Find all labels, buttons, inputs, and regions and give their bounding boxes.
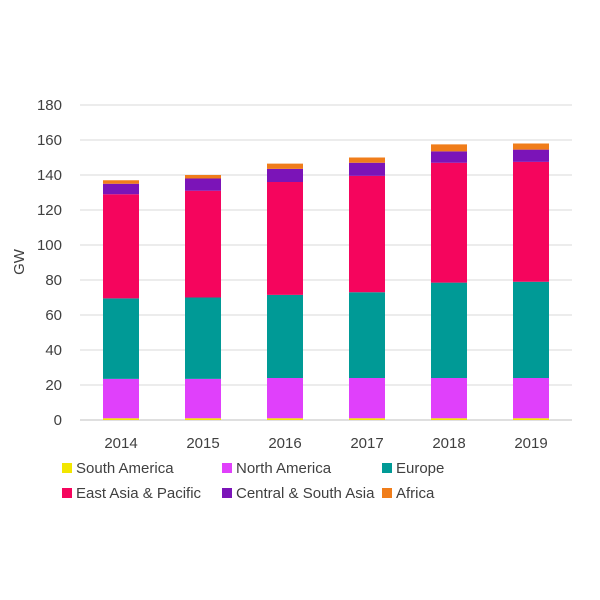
bar-segment-2017-north-america <box>349 378 385 419</box>
y-tick-label: 40 <box>45 342 62 359</box>
x-axis: 2014 2015 2016 2017 2018 2019 <box>104 435 547 452</box>
legend-label: South America <box>76 460 174 477</box>
y-axis-title: GW <box>11 248 28 275</box>
legend-label: Europe <box>396 460 444 477</box>
bar-segment-2017-central-south-asia <box>349 162 385 176</box>
legend-swatch <box>382 488 392 498</box>
x-tick-label: 2018 <box>432 435 465 452</box>
y-tick-label: 20 <box>45 377 62 394</box>
y-tick-label: 180 <box>37 97 62 114</box>
legend-item-south-america: South America <box>62 460 174 477</box>
bar-segment-2016-central-south-asia <box>267 168 303 182</box>
bar-segment-2018-north-america <box>431 378 467 419</box>
bar-segment-2018-europe <box>431 282 467 378</box>
bar-segment-2014-east-asia-pacific <box>103 194 139 299</box>
legend-item-east-asia-pacific: East Asia & Pacific <box>62 485 202 502</box>
y-tick-label: 160 <box>37 132 62 149</box>
bar-segment-2019-central-south-asia <box>513 149 549 162</box>
x-tick-label: 2017 <box>350 435 383 452</box>
bar-segment-2015-europe <box>185 297 221 379</box>
legend-swatch <box>222 463 232 473</box>
bar-segment-2018-central-south-asia <box>431 151 467 163</box>
bar-segment-2019-east-asia-pacific <box>513 161 549 282</box>
legend-item-central-south-asia: Central & South Asia <box>222 485 375 502</box>
bar-segment-2016-europe <box>267 294 303 378</box>
x-tick-label: 2014 <box>104 435 137 452</box>
bar-segment-2016-north-america <box>267 378 303 419</box>
bar-segment-2014-central-south-asia <box>103 183 139 195</box>
legend-item-europe: Europe <box>382 460 444 477</box>
y-tick-label: 60 <box>45 307 62 324</box>
y-axis: GW 0 20 40 60 80 100 120 140 160 180 <box>11 97 62 429</box>
legend-label: East Asia & Pacific <box>76 485 202 502</box>
bar-segment-2017-europe <box>349 292 385 378</box>
bar-segment-2014-south-america <box>103 418 139 420</box>
legend-swatch <box>62 463 72 473</box>
bar-segment-2018-africa <box>431 144 467 152</box>
bar-segment-2014-north-america <box>103 378 139 419</box>
bar-segment-2015-africa <box>185 175 221 179</box>
y-tick-label: 120 <box>37 202 62 219</box>
bar-segment-2016-east-asia-pacific <box>267 182 303 295</box>
bar-segment-2018-east-asia-pacific <box>431 162 467 283</box>
y-tick-label: 80 <box>45 272 62 289</box>
bar-segment-2015-south-america <box>185 418 221 420</box>
bars <box>103 143 549 420</box>
legend-swatch <box>62 488 72 498</box>
bar-segment-2015-north-america <box>185 378 221 419</box>
x-tick-label: 2019 <box>514 435 547 452</box>
bar-segment-2015-central-south-asia <box>185 178 221 191</box>
y-tick-label: 0 <box>54 412 62 429</box>
bar-segment-2018-south-america <box>431 418 467 420</box>
bar-segment-2017-east-asia-pacific <box>349 175 385 293</box>
bar-segment-2017-africa <box>349 157 385 163</box>
legend-label: North America <box>236 460 332 477</box>
x-tick-label: 2015 <box>186 435 219 452</box>
legend-swatch <box>222 488 232 498</box>
bar-segment-2014-africa <box>103 180 139 184</box>
bar-segment-2019-africa <box>513 143 549 150</box>
bar-segment-2015-east-asia-pacific <box>185 190 221 298</box>
bar-segment-2017-south-america <box>349 418 385 420</box>
bar-segment-2019-south-america <box>513 418 549 420</box>
bar-segment-2016-south-america <box>267 418 303 420</box>
bar-segment-2019-europe <box>513 281 549 378</box>
gridlines <box>80 104 572 421</box>
legend-swatch <box>382 463 392 473</box>
legend: South America North America Europe East Asi… <box>62 460 444 502</box>
bar-segment-2016-africa <box>267 163 303 169</box>
legend-label: Africa <box>396 485 435 502</box>
y-tick-label: 140 <box>37 167 62 184</box>
legend-item-africa: Africa <box>382 485 435 502</box>
legend-label: Central & South Asia <box>236 485 375 502</box>
legend-item-north-america: North America <box>222 460 332 477</box>
y-tick-label: 100 <box>37 237 62 254</box>
bar-segment-2019-north-america <box>513 378 549 419</box>
bar-segment-2014-europe <box>103 298 139 379</box>
x-tick-label: 2016 <box>268 435 301 452</box>
